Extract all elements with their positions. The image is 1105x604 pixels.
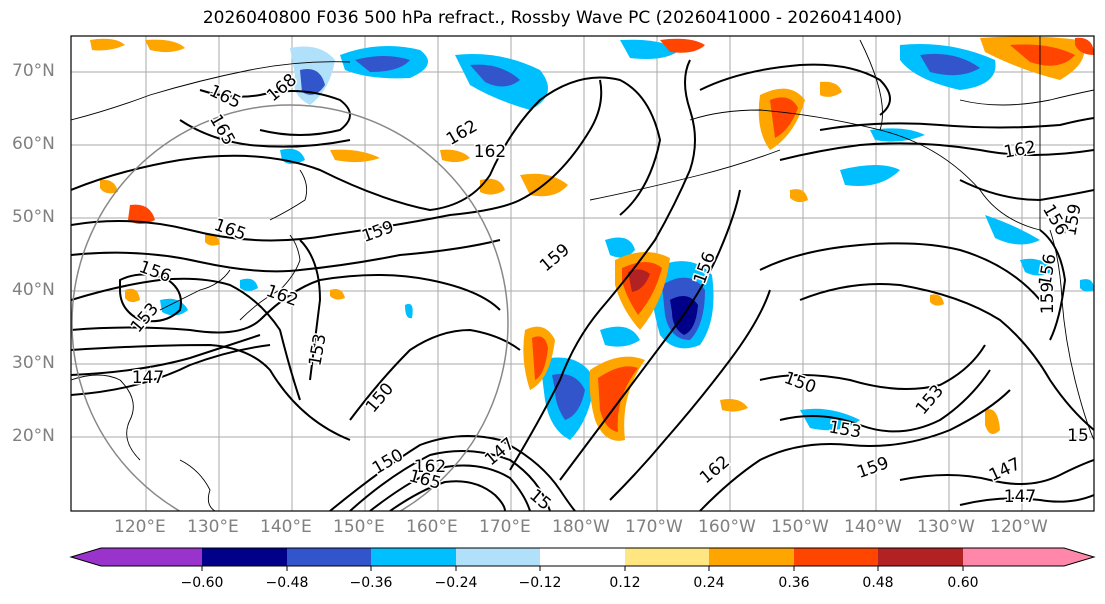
- colorbar-segment: [625, 548, 709, 566]
- colorbar-segment: [794, 548, 878, 566]
- longitude-label: 160°E: [406, 517, 458, 537]
- longitude-label: 120°W: [990, 517, 1048, 537]
- longitude-label: 120°E: [114, 517, 166, 537]
- latitude-label: 50°N: [12, 207, 55, 227]
- contour-label: 162: [414, 457, 446, 477]
- colorbar-tick-label: −0.12: [518, 575, 562, 591]
- latitude-label: 40°N: [12, 280, 55, 300]
- longitude-label: 170°W: [625, 517, 683, 537]
- anomaly-shading: [90, 36, 1094, 441]
- colorbar-segment: [371, 548, 456, 566]
- colorbar-segment: [709, 548, 794, 566]
- colorbar-tick-label: −0.48: [265, 575, 309, 591]
- latitude-label: 70°N: [12, 61, 55, 81]
- colorbar-outline: [69, 547, 1096, 567]
- map-title: 2026040800 F036 500 hPa refract., Rossby…: [202, 8, 903, 28]
- longitude-label: 130°W: [917, 517, 975, 537]
- colorbar-segment: [71, 548, 202, 566]
- longitude-label: 150°W: [771, 517, 829, 537]
- colorbar-segment: [287, 548, 371, 566]
- longitude-label: 130°E: [187, 517, 239, 537]
- colorbar-tick-label: 0.24: [693, 575, 725, 591]
- colorbar-segment: [456, 548, 540, 566]
- contour-label: 147: [132, 368, 164, 388]
- coastlines: [71, 36, 1094, 511]
- colorbar-tick-label: 0.48: [862, 575, 894, 591]
- longitude-label: 150°E: [333, 517, 385, 537]
- height-contours: [71, 59, 1094, 511]
- longitude-label: 140°E: [260, 517, 312, 537]
- latitude-label: 20°N: [12, 426, 55, 446]
- contour-label: 159: [1038, 282, 1058, 314]
- latitude-label: 30°N: [12, 353, 55, 373]
- contour-label: 15: [1067, 426, 1089, 446]
- longitude-label: 180°W: [552, 517, 610, 537]
- longitude-label: 160°W: [698, 517, 756, 537]
- colorbar-tick-label: −0.60: [180, 575, 224, 591]
- colorbar-tick-label: −0.24: [434, 575, 478, 591]
- colorbar-segment: [540, 548, 625, 566]
- colorbar-tick-label: 0.12: [609, 575, 641, 591]
- colorbar-segment: [878, 548, 963, 566]
- contour-label: 147: [1004, 487, 1036, 507]
- map-border: [70, 35, 1095, 512]
- map-frame-bg: [71, 36, 1094, 511]
- colorbar: [69, 547, 1096, 571]
- reference-circle: [71, 104, 509, 511]
- latitude-label: 60°N: [12, 134, 55, 154]
- longitude-label: 170°E: [479, 517, 531, 537]
- longitude-label: 140°W: [844, 517, 902, 537]
- colorbar-segment: [202, 548, 287, 566]
- colorbar-tick-label: −0.36: [349, 575, 393, 591]
- colorbar-segment: [963, 548, 1094, 566]
- contour-label: 162: [474, 142, 506, 162]
- colorbar-tick-label: 0.60: [947, 575, 979, 591]
- contour-label: 156: [1035, 252, 1060, 287]
- colorbar-tick-label: 0.36: [778, 575, 810, 591]
